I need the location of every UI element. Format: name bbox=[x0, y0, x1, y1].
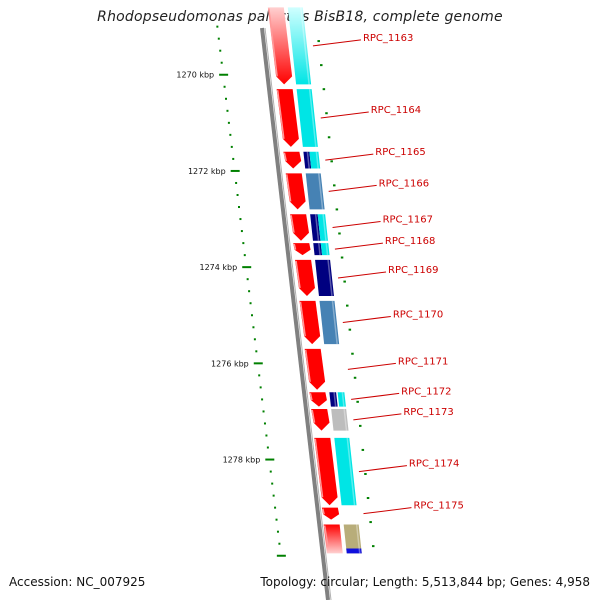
gene-label: RPC_1163 bbox=[363, 33, 413, 44]
feature-bar bbox=[334, 437, 357, 506]
feature-bar bbox=[331, 409, 349, 431]
gene-leader-line bbox=[332, 220, 381, 228]
cds-arrow bbox=[290, 214, 309, 241]
cds-arrow-shine bbox=[311, 409, 316, 423]
gene-track bbox=[267, 7, 362, 554]
gene-leader-line bbox=[325, 153, 374, 161]
cds-arrow bbox=[321, 507, 340, 520]
backbone-line bbox=[260, 27, 330, 600]
axis-label: 1274 kbp bbox=[200, 263, 238, 272]
feature-bar bbox=[313, 243, 323, 256]
gene-label: RPC_1172 bbox=[401, 386, 451, 397]
feature-bar-shine bbox=[306, 151, 310, 169]
gene-label: RPC_1167 bbox=[383, 214, 433, 225]
gene-leader-line bbox=[351, 392, 400, 400]
axis-label: 1272 kbp bbox=[188, 167, 226, 176]
feature-bar bbox=[305, 173, 325, 210]
gene-leader-line bbox=[334, 242, 383, 250]
feature-bar-shine bbox=[331, 300, 338, 345]
cds-arrow-shine bbox=[276, 90, 285, 139]
cds-arrow bbox=[311, 409, 330, 431]
feature-bar bbox=[343, 524, 362, 554]
gene-leader-line bbox=[337, 271, 387, 279]
cds-arrow bbox=[267, 7, 293, 85]
gene-leader-line bbox=[358, 465, 407, 473]
gene-leader-line bbox=[347, 362, 396, 370]
cds-arrow-shine bbox=[304, 349, 311, 382]
cds-arrow bbox=[323, 524, 343, 554]
backbone bbox=[260, 27, 332, 600]
cds-arrow-shine bbox=[323, 525, 329, 546]
scale-ticks: 1270 kbp 1272 kbp 1274 kbp 1276 kbp 1278 kbp bbox=[176, 25, 375, 557]
cds-arrow-shine bbox=[299, 301, 306, 337]
feature-bar bbox=[315, 259, 334, 297]
cds-arrow bbox=[314, 437, 338, 506]
accession-text: Accession: NC_007925 bbox=[9, 575, 146, 589]
gene-labels: RPC_1163 RPC_1164 RPC_1165 RPC_1166 RPC_1167… bbox=[312, 33, 464, 515]
gene-label: RPC_1166 bbox=[379, 178, 429, 189]
feature-bar-shine bbox=[333, 392, 337, 407]
gene-label: RPC_1164 bbox=[371, 105, 421, 116]
axis-label: 1270 kbp bbox=[176, 71, 214, 80]
feature-bar-shine bbox=[308, 89, 317, 147]
cds-arrow bbox=[283, 151, 302, 169]
gene-label: RPC_1175 bbox=[413, 501, 463, 512]
feature-bar bbox=[320, 243, 330, 256]
gene-leader-line bbox=[353, 413, 402, 421]
gene-label: RPC_1170 bbox=[393, 309, 443, 320]
gene-leader-line bbox=[312, 39, 362, 47]
feature-bar-shine bbox=[343, 408, 348, 431]
feature-bar bbox=[317, 214, 328, 241]
cds-arrow bbox=[276, 89, 299, 147]
feature-bar-shine bbox=[341, 392, 345, 407]
feature-bar-shine bbox=[325, 243, 329, 256]
backbone-highlight bbox=[264, 27, 332, 600]
gene-leader-line bbox=[320, 111, 369, 119]
gene-label: RPC_1173 bbox=[403, 407, 453, 418]
cds-arrow-shine bbox=[314, 438, 324, 498]
feature-bar bbox=[310, 214, 321, 241]
feature-bar-shine bbox=[318, 243, 321, 256]
feature-bar bbox=[287, 7, 312, 85]
feature-bar bbox=[303, 151, 312, 169]
feature-bar-shine bbox=[327, 259, 333, 297]
gene-label: RPC_1165 bbox=[375, 147, 425, 158]
gene-leader-line bbox=[363, 507, 412, 515]
feature-bar-shine bbox=[315, 151, 319, 169]
feature-bar-shine bbox=[300, 7, 310, 85]
axis-label: 1278 kbp bbox=[223, 456, 261, 465]
feature-bar-shine bbox=[322, 214, 327, 241]
cds-arrow-shine bbox=[322, 508, 325, 515]
gene-leader-line bbox=[328, 184, 377, 192]
gene-label: RPC_1171 bbox=[398, 356, 448, 367]
feature-bar bbox=[329, 392, 338, 407]
feature-bar-shine bbox=[317, 173, 324, 210]
genome-summary-text: Topology: circular; Length: 5,513,844 bp… bbox=[260, 575, 590, 589]
gene-label: RPC_1174 bbox=[409, 459, 459, 470]
cds-arrow-shine bbox=[268, 8, 278, 77]
feature-bar-shine bbox=[358, 548, 361, 554]
feature-bar bbox=[337, 392, 346, 407]
gene-label: RPC_1168 bbox=[385, 236, 435, 247]
feature-bar bbox=[296, 89, 318, 147]
cds-arrow-shine bbox=[293, 243, 297, 250]
feature-bar bbox=[346, 548, 362, 554]
gene-label: RPC_1169 bbox=[388, 265, 438, 276]
feature-bar bbox=[309, 151, 321, 169]
cds-arrow-shine bbox=[290, 215, 295, 233]
cds-arrow-shine bbox=[309, 393, 313, 401]
feature-bar bbox=[319, 300, 340, 345]
feature-bar-shine bbox=[314, 214, 320, 241]
cds-arrow-shine bbox=[285, 174, 292, 202]
cds-arrow-shine bbox=[283, 152, 287, 162]
gene-leader-line bbox=[342, 315, 391, 323]
axis-label: 1276 kbp bbox=[211, 359, 249, 368]
feature-bar-shine bbox=[346, 437, 356, 506]
cds-arrow bbox=[309, 392, 327, 407]
cds-arrow bbox=[293, 243, 311, 256]
cds-arrow-shine bbox=[295, 260, 301, 289]
